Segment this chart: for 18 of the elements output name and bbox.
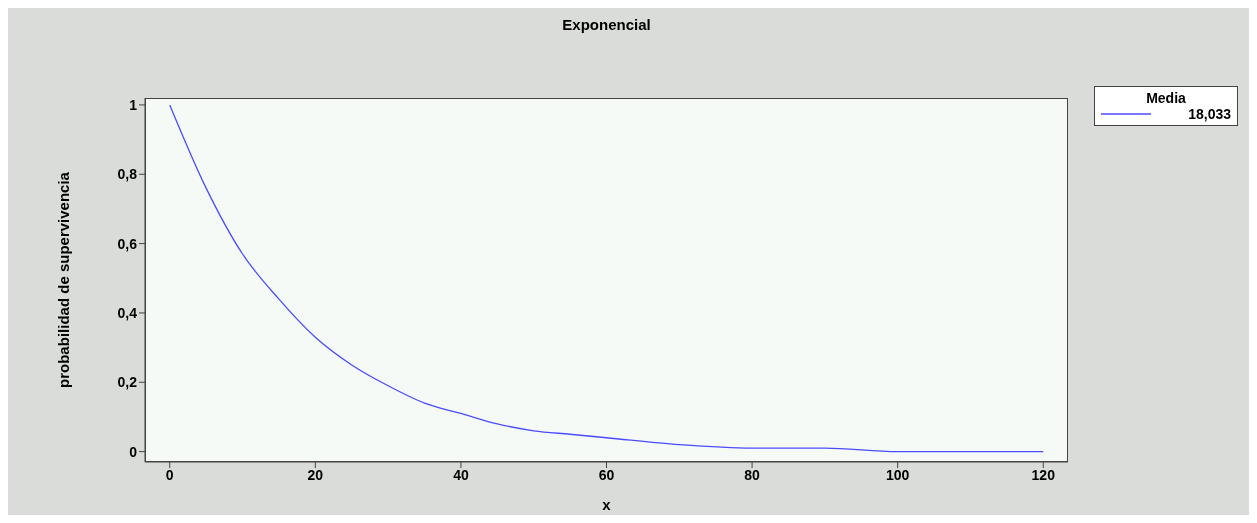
y-tick-label: 1: [129, 96, 138, 113]
text: 18,033: [1188, 106, 1231, 122]
x-tick-label: 120: [1031, 466, 1056, 483]
y-tick-label: 0: [129, 443, 138, 460]
y-tick-label: 0,6: [117, 235, 138, 252]
y-tick-label: 0,8: [117, 166, 138, 183]
legend-title: Media: [1145, 90, 1187, 106]
x-tick-label: 100: [885, 466, 910, 483]
x-tick-label: 0: [165, 466, 174, 483]
x-tick-label: 20: [307, 466, 324, 483]
x-axis-title: x: [602, 496, 612, 513]
chart-title: Exponencial: [561, 16, 652, 33]
y-tick-label: 0,4: [117, 304, 138, 321]
y-tick-label: 0,2: [117, 374, 138, 391]
x-tick-label: 80: [744, 466, 761, 483]
y-axis-title: probabilidad de supervivencia: [55, 171, 73, 388]
x-tick-label: 40: [453, 466, 469, 483]
x-tick-label: 60: [598, 466, 615, 483]
